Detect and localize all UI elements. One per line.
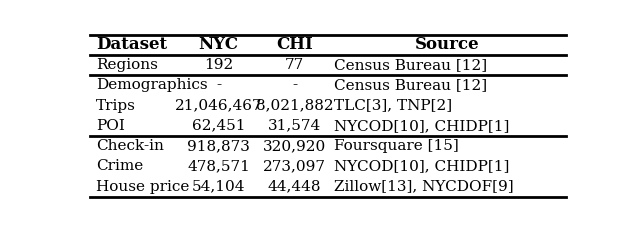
Text: POI: POI bbox=[96, 119, 125, 133]
Text: 918,873: 918,873 bbox=[187, 139, 250, 153]
Text: -: - bbox=[292, 78, 297, 92]
Text: Foursquare [15]: Foursquare [15] bbox=[334, 139, 459, 153]
Text: NYCOD[10], CHIDP[1]: NYCOD[10], CHIDP[1] bbox=[334, 159, 509, 173]
Text: 192: 192 bbox=[204, 58, 233, 72]
Text: Source: Source bbox=[415, 36, 479, 53]
Text: Check-in: Check-in bbox=[96, 139, 164, 153]
Text: 8,021,882: 8,021,882 bbox=[256, 98, 333, 112]
Text: Census Bureau [12]: Census Bureau [12] bbox=[334, 78, 487, 92]
Text: NYCOD[10], CHIDP[1]: NYCOD[10], CHIDP[1] bbox=[334, 119, 509, 133]
Text: Trips: Trips bbox=[96, 98, 136, 112]
Text: 62,451: 62,451 bbox=[192, 119, 245, 133]
Text: 21,046,467: 21,046,467 bbox=[175, 98, 262, 112]
Text: 31,574: 31,574 bbox=[268, 119, 321, 133]
Text: Census Bureau [12]: Census Bureau [12] bbox=[334, 58, 487, 72]
Text: CHI: CHI bbox=[276, 36, 313, 53]
Text: 54,104: 54,104 bbox=[192, 180, 245, 194]
Text: Regions: Regions bbox=[96, 58, 157, 72]
Text: NYC: NYC bbox=[198, 36, 239, 53]
Text: -: - bbox=[216, 78, 221, 92]
Text: TLC[3], TNP[2]: TLC[3], TNP[2] bbox=[334, 98, 452, 112]
Text: 44,448: 44,448 bbox=[268, 180, 321, 194]
Text: 77: 77 bbox=[285, 58, 304, 72]
Text: Zillow[13], NYCDOF[9]: Zillow[13], NYCDOF[9] bbox=[334, 180, 513, 194]
Text: 320,920: 320,920 bbox=[263, 139, 326, 153]
Text: 478,571: 478,571 bbox=[187, 159, 250, 173]
Text: House price: House price bbox=[96, 180, 189, 194]
Text: Demographics: Demographics bbox=[96, 78, 207, 92]
Text: 273,097: 273,097 bbox=[263, 159, 326, 173]
Text: Crime: Crime bbox=[96, 159, 143, 173]
Text: Dataset: Dataset bbox=[96, 36, 167, 53]
